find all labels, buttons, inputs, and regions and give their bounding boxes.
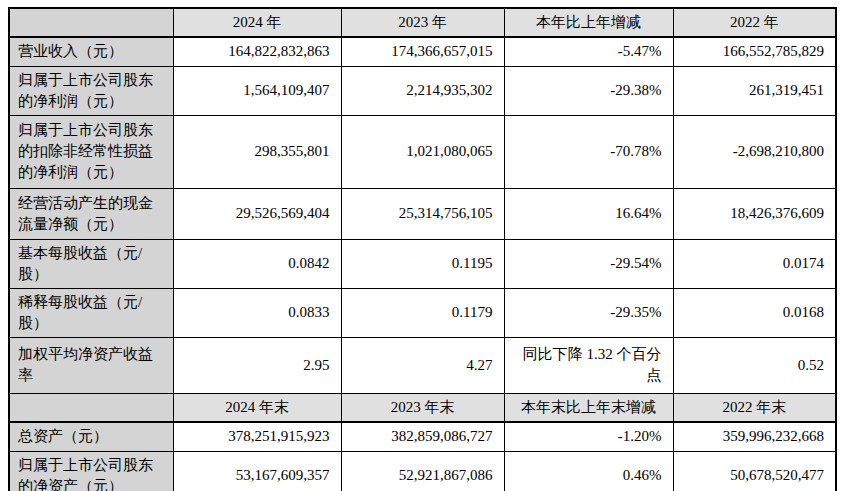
value-2023: 25,314,756,105 [341, 188, 504, 239]
row-label-net-profit: 归属于上市公司股东的净利润（元） [9, 66, 173, 115]
table-row: 归属于上市公司股东的扣除非经常性损益的净利润（元） 298,355,801 1,… [9, 115, 836, 188]
financial-summary-table: 2024 年 2023 年 本年比上年增减 2022 年 营业收入（元） 164… [8, 7, 837, 491]
value-2022: -2,698,210,800 [673, 115, 836, 188]
column-header-year-end-change: 本年末比上年末增减 [504, 393, 673, 422]
header-blank [9, 393, 173, 422]
table-row: 归属于上市公司股东的净资产（元） 53,167,609,357 52,921,8… [9, 451, 836, 491]
column-header-2022-year-end: 2022 年末 [673, 393, 836, 422]
value-2023: 174,366,657,015 [341, 37, 504, 66]
row-label-net-assets: 归属于上市公司股东的净资产（元） [9, 451, 173, 491]
value-change: -5.47% [504, 37, 673, 66]
row-label-diluted-eps: 稀释每股收益（元/股） [9, 288, 173, 337]
column-header-2023: 2023 年 [341, 8, 504, 37]
value-2024: 0.0842 [173, 239, 341, 288]
value-2024: 378,251,915,923 [173, 422, 341, 451]
value-change: 16.64% [504, 188, 673, 239]
value-2024: 298,355,801 [173, 115, 341, 188]
value-2022: 50,678,520,477 [673, 451, 836, 491]
annual-header-row: 2024 年 2023 年 本年比上年增减 2022 年 [9, 8, 836, 37]
table-row: 营业收入（元） 164,822,832,863 174,366,657,015 … [9, 37, 836, 66]
column-header-yoy-change: 本年比上年增减 [504, 8, 673, 37]
value-change: 同比下降 1.32 个百分点 [504, 337, 673, 393]
value-2023: 52,921,867,086 [341, 451, 504, 491]
value-2022: 261,319,451 [673, 66, 836, 115]
value-2022: 0.0174 [673, 239, 836, 288]
table-row: 经营活动产生的现金流量净额（元） 29,526,569,404 25,314,7… [9, 188, 836, 239]
column-header-2022: 2022 年 [673, 8, 836, 37]
value-change: -29.35% [504, 288, 673, 337]
value-change: -29.38% [504, 66, 673, 115]
value-2023: 1,021,080,065 [341, 115, 504, 188]
value-2022: 0.0168 [673, 288, 836, 337]
value-change: -1.20% [504, 422, 673, 451]
year-end-header-row: 2024 年末 2023 年末 本年末比上年末增减 2022 年末 [9, 393, 836, 422]
value-2023: 382,859,086,727 [341, 422, 504, 451]
row-label-total-assets: 总资产（元） [9, 422, 173, 451]
row-label-basic-eps: 基本每股收益（元/股） [9, 239, 173, 288]
row-label-operating-cash-flow: 经营活动产生的现金流量净额（元） [9, 188, 173, 239]
value-2024: 29,526,569,404 [173, 188, 341, 239]
table-row: 稀释每股收益（元/股） 0.0833 0.1179 -29.35% 0.0168 [9, 288, 836, 337]
column-header-2023-year-end: 2023 年末 [341, 393, 504, 422]
value-2023: 2,214,935,302 [341, 66, 504, 115]
value-2024: 0.0833 [173, 288, 341, 337]
column-header-2024-year-end: 2024 年末 [173, 393, 341, 422]
value-2022: 18,426,376,609 [673, 188, 836, 239]
value-2024: 164,822,832,863 [173, 37, 341, 66]
table-row: 基本每股收益（元/股） 0.0842 0.1195 -29.54% 0.0174 [9, 239, 836, 288]
value-2024: 53,167,609,357 [173, 451, 341, 491]
row-label-weighted-avg-roe: 加权平均净资产收益率 [9, 337, 173, 393]
header-blank [9, 8, 173, 37]
row-label-net-profit-excl-nonrecurring: 归属于上市公司股东的扣除非经常性损益的净利润（元） [9, 115, 173, 188]
value-2023: 0.1195 [341, 239, 504, 288]
value-2022: 0.52 [673, 337, 836, 393]
value-change: -29.54% [504, 239, 673, 288]
value-2023: 4.27 [341, 337, 504, 393]
value-2022: 359,996,232,668 [673, 422, 836, 451]
column-header-2024: 2024 年 [173, 8, 341, 37]
value-2023: 0.1179 [341, 288, 504, 337]
value-change: 0.46% [504, 451, 673, 491]
row-label-revenue: 营业收入（元） [9, 37, 173, 66]
table-row: 归属于上市公司股东的净利润（元） 1,564,109,407 2,214,935… [9, 66, 836, 115]
value-2024: 2.95 [173, 337, 341, 393]
value-2022: 166,552,785,829 [673, 37, 836, 66]
table-row: 加权平均净资产收益率 2.95 4.27 同比下降 1.32 个百分点 0.52 [9, 337, 836, 393]
value-change: -70.78% [504, 115, 673, 188]
table-row: 总资产（元） 378,251,915,923 382,859,086,727 -… [9, 422, 836, 451]
value-2024: 1,564,109,407 [173, 66, 341, 115]
